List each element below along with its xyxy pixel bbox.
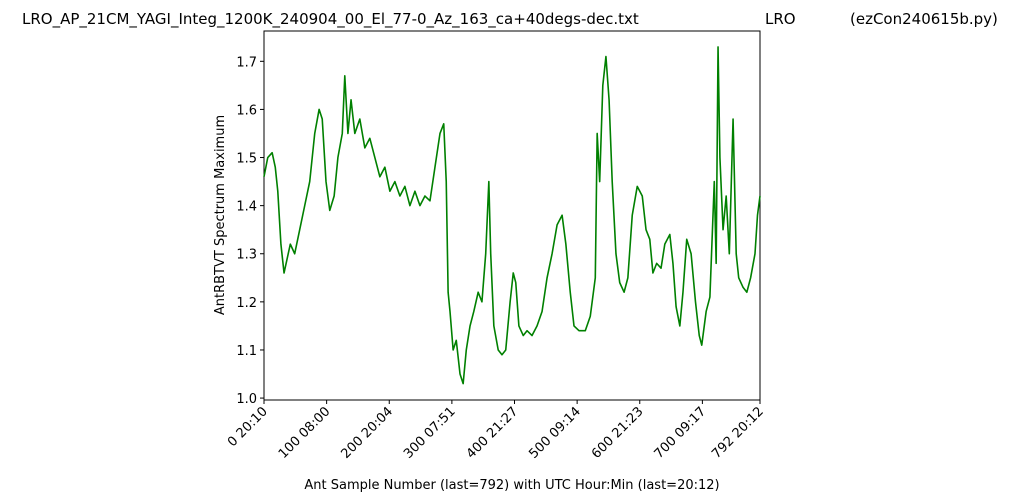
- title-left: LRO_AP_21CM_YAGI_Integ_1200K_240904_00_E…: [22, 10, 639, 29]
- y-tick-label: 1.1: [236, 344, 257, 359]
- y-tick-label: 1.5: [236, 152, 257, 167]
- x-tick-label: 700 09:17: [652, 404, 710, 462]
- x-tick-label: 600 21:23: [589, 404, 647, 462]
- x-tick-label: 400 21:27: [464, 404, 522, 462]
- y-tick-label: 1.7: [236, 55, 257, 70]
- y-tick-label: 1.4: [236, 200, 257, 215]
- x-tick-label: 200 20:04: [339, 404, 397, 462]
- data-line: [263, 46, 761, 385]
- x-tick-label: 0 20:10: [225, 404, 271, 450]
- y-tick-label: 1.2: [236, 296, 257, 311]
- y-tick-label: 1.3: [236, 248, 257, 263]
- title-right: (ezCon240615b.py): [850, 10, 998, 28]
- plot-frame: [263, 30, 761, 401]
- x-tick-label: 100 08:00: [276, 404, 334, 462]
- x-tick-label: 500 09:14: [526, 404, 584, 462]
- y-axis-label: AntRBTVT Spectrum Maximum: [213, 115, 228, 315]
- y-tick-label: 1.6: [236, 103, 257, 118]
- x-tick-label: 300 07:51: [401, 404, 459, 462]
- x-axis-label: Ant Sample Number (last=792) with UTC Ho…: [304, 478, 719, 493]
- y-tick-label: 1.0: [236, 392, 257, 407]
- title-middle: LRO: [765, 10, 796, 28]
- x-tick-label: 792 20:12: [709, 404, 767, 462]
